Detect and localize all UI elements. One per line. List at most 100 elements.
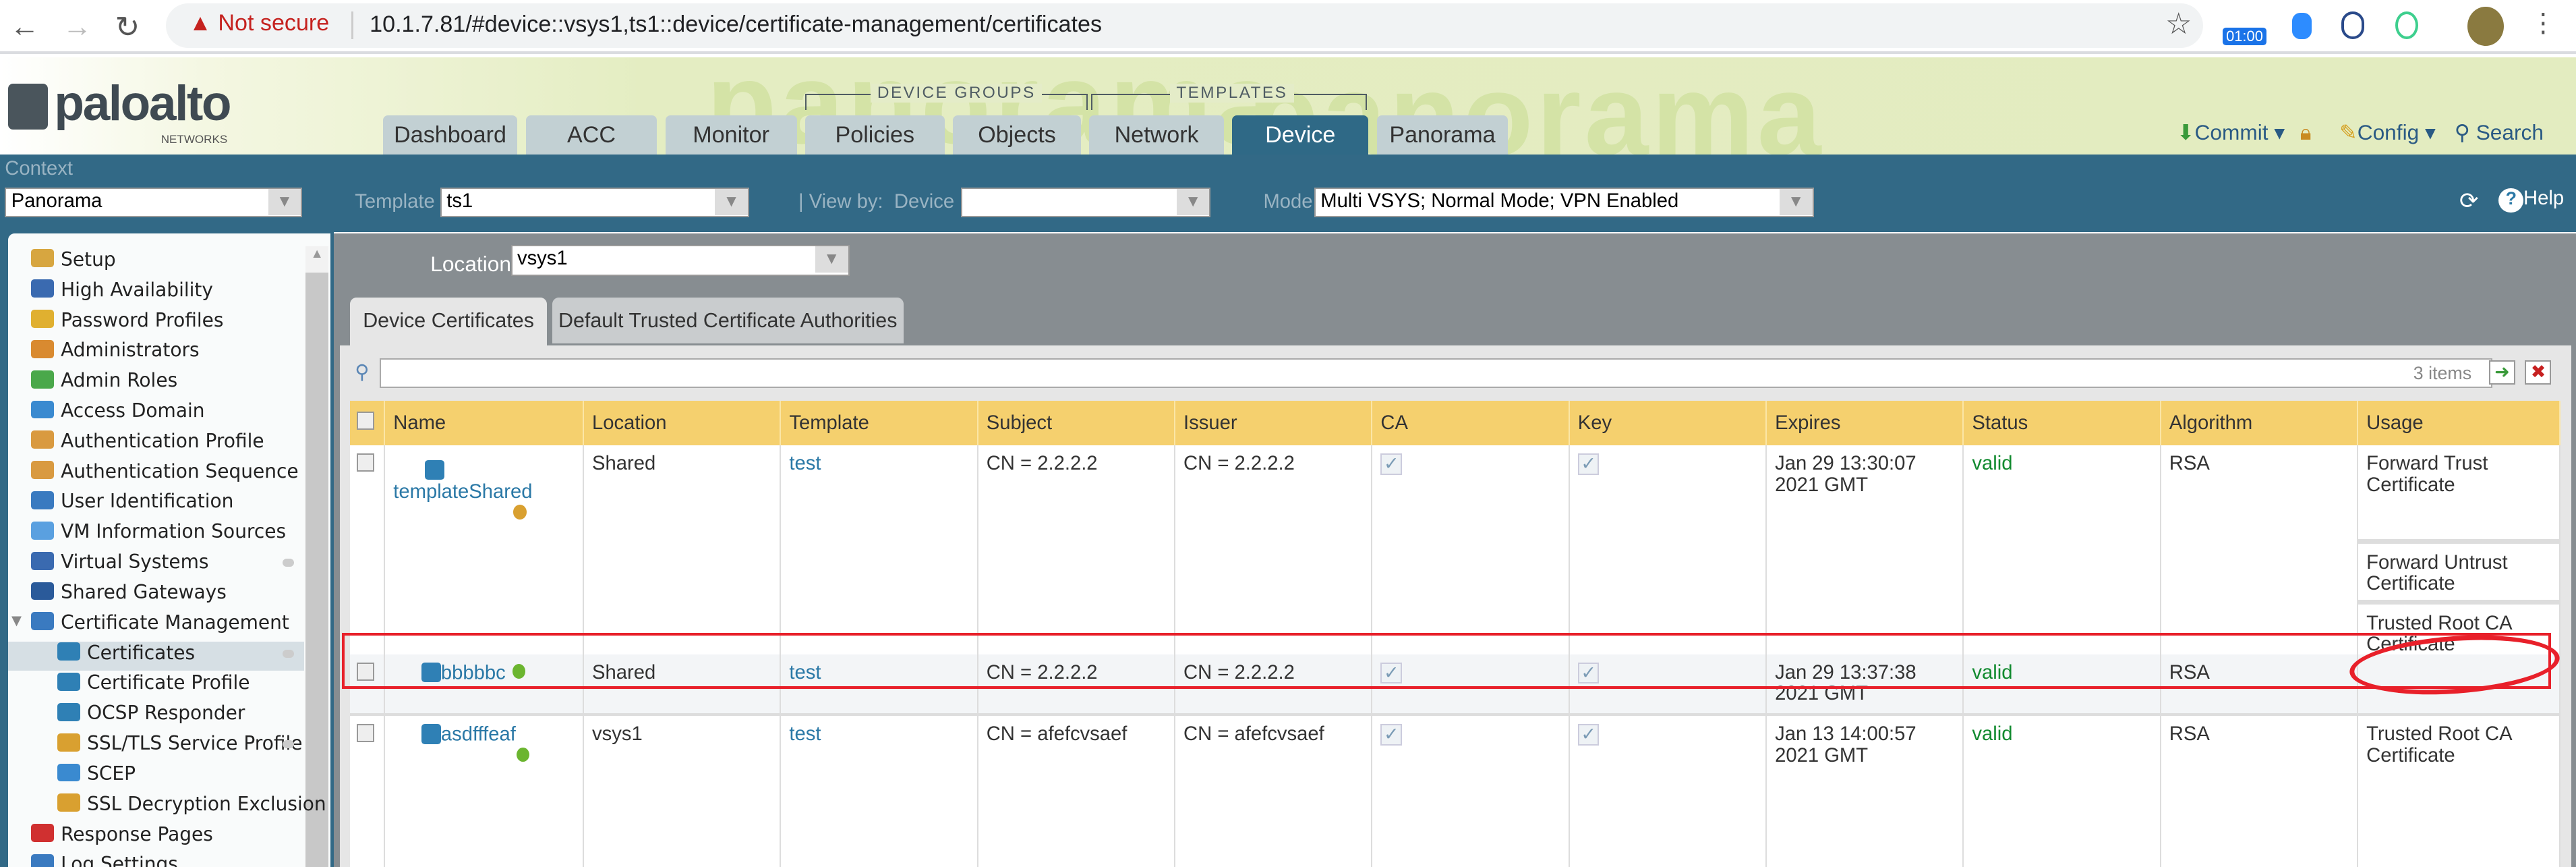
- sidebar-item-administrators[interactable]: Administrators: [31, 339, 200, 368]
- context-select[interactable]: Panorama ▼: [5, 187, 303, 217]
- sidebar-item-label: Authentication Profile: [61, 429, 264, 452]
- column-header-usage[interactable]: Usage: [2357, 401, 2560, 446]
- viewby-device-select[interactable]: ▼: [961, 187, 1211, 217]
- sidebar-scrollbar[interactable]: ▲: [305, 246, 329, 867]
- forward-icon[interactable]: →: [62, 9, 92, 43]
- tab-network[interactable]: Network: [1089, 115, 1224, 155]
- config-menu[interactable]: ✎Config ▾: [2339, 119, 2436, 144]
- zoom-extension-icon[interactable]: [2291, 13, 2312, 40]
- menu-kebab-icon[interactable]: ⋮: [2529, 9, 2556, 38]
- name-cell: templateShared: [384, 445, 584, 654]
- key-cell: ✓: [1569, 445, 1767, 654]
- timer-extension-badge[interactable]: 01:00: [2223, 28, 2266, 46]
- certificate-name-link[interactable]: bbbbbc: [440, 662, 506, 684]
- sidebar-item-high-availability[interactable]: High Availability: [31, 279, 213, 308]
- log-settings-icon: [31, 854, 55, 867]
- mode-select[interactable]: Multi VSYS; Normal Mode; VPN Enabled ▼: [1314, 187, 1814, 217]
- sidebar-item-shared-gateways[interactable]: Shared Gateways: [31, 581, 227, 611]
- expand-caret-icon[interactable]: ▼: [11, 613, 22, 629]
- tab-default-trusted-cas[interactable]: Default Trusted Certificate Authorities: [552, 297, 904, 344]
- tab-device-certificates[interactable]: Device Certificates: [349, 297, 548, 347]
- url-text[interactable]: 10.1.7.81/#device::vsys1,ts1::device/cer…: [370, 11, 1102, 38]
- filter-input[interactable]: [379, 358, 2492, 388]
- column-header-location[interactable]: Location: [583, 401, 782, 446]
- sidebar-item-user-identification[interactable]: User Identification: [31, 490, 233, 520]
- scep-icon: [57, 763, 81, 782]
- certificate-name-link[interactable]: templateShared: [393, 481, 533, 503]
- template-link[interactable]: test: [789, 661, 821, 683]
- table-row[interactable]: templateShared Shared test CN = 2.2.2.2 CN =…: [349, 445, 2560, 655]
- tab-policies[interactable]: Policies: [804, 115, 945, 155]
- status-cell-td: valid: [1963, 445, 2161, 654]
- row-checkbox[interactable]: [356, 453, 375, 472]
- apply-filter-icon[interactable]: ➜: [2488, 360, 2515, 385]
- column-header-key[interactable]: Key: [1569, 401, 1767, 446]
- name-cell: bbbbbc: [384, 654, 584, 715]
- scroll-up-icon[interactable]: ▲: [305, 246, 329, 273]
- sidebar-item-label: Response Pages: [61, 822, 213, 845]
- extension-icon[interactable]: [2395, 11, 2419, 40]
- address-bar[interactable]: [166, 3, 2203, 48]
- sidebar-item-certificates[interactable]: Certificates: [8, 641, 304, 671]
- usage-cell: [2357, 654, 2560, 715]
- column-header-algorithm[interactable]: Algorithm: [2160, 401, 2358, 446]
- tab-device[interactable]: Device: [1232, 115, 1369, 155]
- sidebar-item-password-profiles[interactable]: Password Profiles: [31, 309, 223, 339]
- template-link[interactable]: test: [789, 723, 821, 746]
- clear-filter-icon[interactable]: ✖: [2525, 360, 2552, 385]
- status-indicator-icon: [516, 747, 530, 762]
- sidebar-item-ssl-tls-service-profile[interactable]: SSL/TLS Service Profile: [57, 732, 302, 762]
- select-all-checkbox[interactable]: [349, 401, 386, 446]
- sidebar-item-label: SCEP: [87, 762, 136, 785]
- sidebar-item-certificate-profile[interactable]: Certificate Profile: [57, 671, 250, 701]
- column-header-name[interactable]: Name: [384, 401, 584, 446]
- column-header-issuer[interactable]: Issuer: [1174, 401, 1373, 446]
- tab-acc[interactable]: ACC: [525, 115, 657, 155]
- bookmark-star-icon[interactable]: ☆: [2165, 7, 2192, 40]
- filter-search-icon: ⚲: [355, 361, 370, 383]
- sidebar-item-vm-information-sources[interactable]: VM Information Sources: [31, 520, 286, 550]
- location-select[interactable]: vsys1 ▼: [510, 244, 850, 277]
- usage-item: Forward Trust Certificate: [2358, 453, 2559, 544]
- tab-dashboard[interactable]: Dashboard: [382, 115, 518, 155]
- column-header-expires[interactable]: Expires: [1765, 401, 1964, 446]
- back-icon[interactable]: ←: [9, 9, 40, 43]
- table-row[interactable]: bbbbbc Shared test CN = 2.2.2.2 CN = 2.2.2.2…: [349, 654, 2560, 715]
- sidebar-item-authentication-profile[interactable]: Authentication Profile: [31, 430, 264, 459]
- refresh-icon[interactable]: ⟳: [2459, 188, 2479, 214]
- column-header-status[interactable]: Status: [1963, 401, 2161, 446]
- tab-monitor[interactable]: Monitor: [665, 115, 797, 155]
- tab-panorama[interactable]: Panorama: [1376, 115, 1509, 155]
- help-button[interactable]: ? Help: [2498, 188, 2564, 213]
- not-secure-indicator[interactable]: ▲ Not secure: [189, 9, 330, 36]
- annotation-highlight-box: [341, 632, 2552, 689]
- chat-extension-icon[interactable]: [2341, 11, 2364, 40]
- tab-objects[interactable]: Objects: [953, 115, 1082, 155]
- column-header-subject[interactable]: Subject: [977, 401, 1175, 446]
- column-header-ca[interactable]: CA: [1372, 401, 1570, 446]
- sidebar-item-authentication-sequence[interactable]: Authentication Sequence: [31, 460, 299, 490]
- sidebar-item-log-settings[interactable]: Log Settings: [31, 853, 178, 867]
- commit-menu[interactable]: ⬇Commit ▾: [2176, 119, 2285, 144]
- search-button[interactable]: ⚲ Search: [2455, 120, 2544, 145]
- sidebar-item-setup[interactable]: Setup: [31, 248, 116, 278]
- sidebar-item-ssl-decryption-exclusion[interactable]: SSL Decryption Exclusion: [57, 793, 326, 822]
- profile-avatar[interactable]: [2467, 6, 2504, 47]
- sidebar-item-response-pages[interactable]: Response Pages: [31, 823, 213, 853]
- column-header-template[interactable]: Template: [780, 401, 978, 446]
- sidebar-item-scep[interactable]: SCEP: [57, 762, 136, 792]
- sidebar-item-certificate-management[interactable]: ▼ Certificate Management: [11, 611, 289, 641]
- row-checkbox[interactable]: [356, 724, 375, 743]
- sidebar-item-access-domain[interactable]: Access Domain: [31, 399, 205, 429]
- row-checkbox[interactable]: [356, 662, 375, 681]
- sidebar-item-admin-roles[interactable]: Admin Roles: [31, 369, 177, 399]
- certificate-name-link[interactable]: asdfffeaf: [440, 723, 516, 746]
- lock-icon[interactable]: 🔒︎: [2300, 119, 2312, 144]
- sidebar-item-virtual-systems[interactable]: Virtual Systems: [31, 551, 295, 580]
- reload-icon[interactable]: ↻: [115, 10, 140, 44]
- sidebar-item-ocsp-responder[interactable]: OCSP Responder: [57, 702, 245, 731]
- table-row[interactable]: asdfffeaf vsys1 test CN = afefcvsaef CN = af…: [349, 715, 2560, 867]
- template-select[interactable]: ts1 ▼: [440, 187, 749, 217]
- template-link[interactable]: test: [789, 453, 821, 475]
- search-icon: ⚲: [2454, 119, 2470, 144]
